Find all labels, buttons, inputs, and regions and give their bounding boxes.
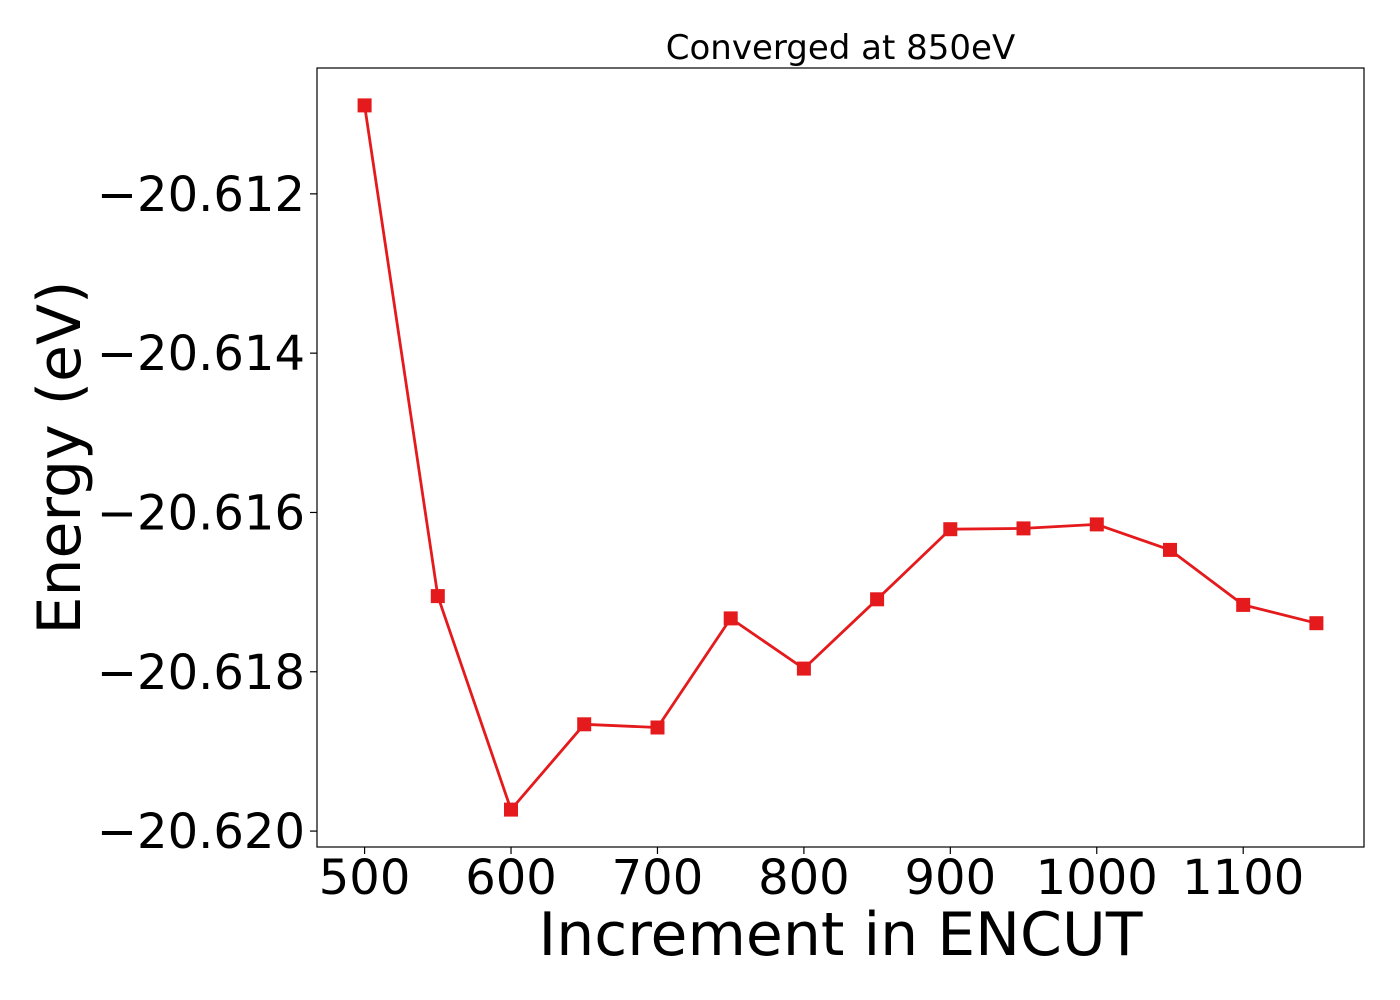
y-tick-label: −20.618 bbox=[97, 645, 305, 701]
data-point-marker bbox=[723, 611, 738, 626]
data-point-marker bbox=[1089, 517, 1104, 532]
data-point-marker bbox=[1236, 597, 1251, 612]
data-point-marker bbox=[1163, 542, 1177, 557]
y-tick-label: −20.612 bbox=[97, 167, 305, 223]
data-point-marker bbox=[430, 589, 445, 604]
data-point-marker bbox=[870, 592, 885, 607]
y-axis-ticks: −20.612 −20.614 −20.616 −20.618 −20.620 bbox=[97, 167, 317, 860]
x-axis-title: Increment in ENCUT bbox=[539, 900, 1143, 970]
x-tick-label: 700 bbox=[612, 850, 704, 906]
data-point-marker bbox=[796, 661, 811, 676]
x-tick-label: 1000 bbox=[1036, 850, 1158, 906]
series-line bbox=[363, 105, 1317, 811]
x-tick-label: 600 bbox=[465, 850, 557, 906]
x-axis-ticks: 500 600 700 800 900 1000 1100 bbox=[319, 847, 1304, 906]
plot-area-frame bbox=[316, 67, 1365, 848]
data-point-marker bbox=[943, 522, 958, 537]
x-tick-label: 500 bbox=[319, 850, 411, 906]
chart-title: Converged at 850eV bbox=[666, 28, 1015, 68]
data-point-marker bbox=[577, 717, 592, 732]
y-tick-label: −20.616 bbox=[97, 485, 305, 541]
series-layer bbox=[357, 98, 1324, 817]
x-tick-label: 900 bbox=[905, 850, 997, 906]
data-point-marker bbox=[1016, 521, 1031, 536]
data-point-marker bbox=[357, 98, 372, 113]
y-tick-label: −20.614 bbox=[97, 326, 305, 382]
data-point-marker bbox=[504, 802, 518, 817]
y-tick-label: −20.620 bbox=[97, 804, 305, 860]
x-tick-label: 1100 bbox=[1182, 850, 1304, 906]
x-tick-label: 800 bbox=[758, 850, 850, 906]
data-point-marker bbox=[1309, 616, 1324, 631]
y-axis-title: Energy (eV) bbox=[25, 281, 95, 635]
data-point-marker bbox=[650, 720, 665, 735]
